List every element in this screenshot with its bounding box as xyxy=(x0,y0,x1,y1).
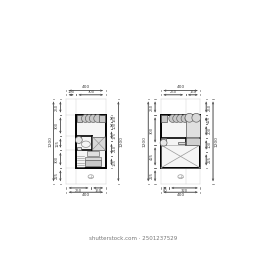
Circle shape xyxy=(192,113,201,122)
Bar xyxy=(178,142,185,144)
Bar xyxy=(161,145,186,168)
Text: 80: 80 xyxy=(162,189,167,193)
Text: 250: 250 xyxy=(75,189,82,193)
Bar xyxy=(161,115,200,168)
Bar xyxy=(161,115,200,138)
Bar xyxy=(85,160,101,166)
Text: 400: 400 xyxy=(177,85,185,89)
Bar xyxy=(186,138,200,144)
Circle shape xyxy=(94,115,102,122)
Text: 400: 400 xyxy=(82,193,90,197)
Circle shape xyxy=(81,115,89,122)
Bar xyxy=(76,115,82,122)
Bar xyxy=(77,147,81,150)
Text: 150: 150 xyxy=(189,90,197,94)
Circle shape xyxy=(75,137,82,143)
Text: 1200: 1200 xyxy=(120,136,124,147)
Text: 210: 210 xyxy=(113,145,117,152)
Bar xyxy=(85,157,101,160)
Text: 225: 225 xyxy=(207,156,211,164)
Text: 200: 200 xyxy=(207,127,211,134)
Text: 225: 225 xyxy=(55,172,59,179)
Text: 1200: 1200 xyxy=(48,136,52,147)
Text: shutterstock.com · 2501237529: shutterstock.com · 2501237529 xyxy=(89,236,177,241)
Bar xyxy=(87,151,99,156)
Bar xyxy=(76,115,106,168)
Bar xyxy=(161,145,200,168)
Bar xyxy=(187,116,199,120)
Text: 300: 300 xyxy=(150,126,154,134)
Text: 100: 100 xyxy=(113,122,117,129)
Text: 400: 400 xyxy=(177,193,185,197)
Text: 175: 175 xyxy=(113,132,117,139)
Bar xyxy=(92,136,106,150)
Bar xyxy=(76,115,106,136)
Circle shape xyxy=(185,115,193,122)
Text: 250: 250 xyxy=(170,90,177,94)
Bar xyxy=(99,115,105,122)
Text: 300: 300 xyxy=(55,155,59,163)
Bar xyxy=(161,138,186,145)
Text: 100: 100 xyxy=(207,141,211,148)
Text: 425: 425 xyxy=(150,153,154,160)
Text: 1200: 1200 xyxy=(214,136,218,147)
Bar xyxy=(186,145,200,168)
Bar xyxy=(161,138,166,144)
Bar xyxy=(92,137,105,150)
Text: 250: 250 xyxy=(150,103,154,111)
Text: 1200: 1200 xyxy=(143,136,147,147)
Circle shape xyxy=(177,115,185,122)
Text: 100: 100 xyxy=(68,90,75,94)
Circle shape xyxy=(181,115,189,122)
Bar xyxy=(161,115,167,122)
Text: 320: 320 xyxy=(181,189,188,193)
Text: 150: 150 xyxy=(113,115,117,122)
Text: 125: 125 xyxy=(55,140,59,147)
Circle shape xyxy=(173,115,181,122)
Text: 300: 300 xyxy=(87,90,94,94)
Bar xyxy=(76,136,92,150)
Circle shape xyxy=(85,115,93,122)
Circle shape xyxy=(160,139,167,146)
Text: 250: 250 xyxy=(55,103,59,111)
Text: 250: 250 xyxy=(207,103,211,111)
Bar xyxy=(77,137,81,141)
Text: 150: 150 xyxy=(95,189,102,193)
Bar xyxy=(76,150,106,168)
Circle shape xyxy=(185,113,194,122)
Text: 300: 300 xyxy=(55,122,59,129)
Text: 400: 400 xyxy=(82,85,90,89)
Circle shape xyxy=(169,115,177,122)
Bar xyxy=(186,115,200,137)
Text: 425: 425 xyxy=(207,116,211,123)
Text: 225: 225 xyxy=(150,172,154,179)
Text: 165: 165 xyxy=(113,158,117,165)
Circle shape xyxy=(89,115,97,122)
